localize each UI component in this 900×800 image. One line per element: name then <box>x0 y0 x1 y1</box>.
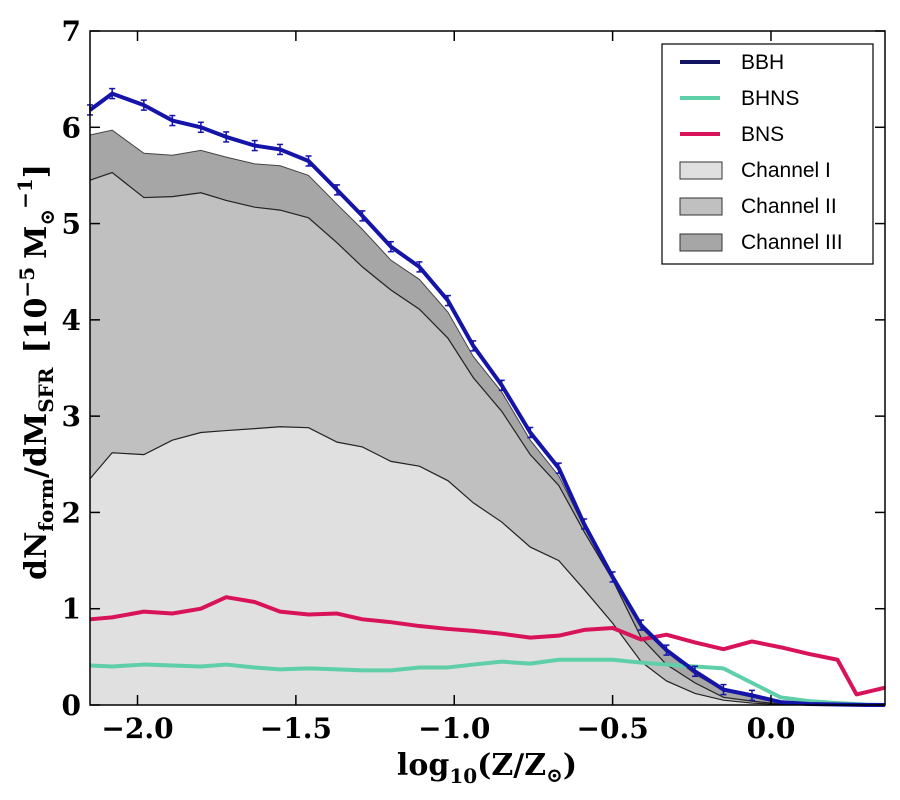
y-label-exp: −5 <box>15 267 39 298</box>
series-bns <box>89 595 886 697</box>
y-tick-label: 5 <box>62 208 81 241</box>
x-tick-label: −1.0 <box>418 712 490 745</box>
y-axis-label: dNform/dMSFR [10−5 M⊙−1] <box>13 164 59 580</box>
x-label-close: ) <box>563 748 577 783</box>
legend-swatch-channel-ii <box>679 197 723 216</box>
area-channel-i <box>90 426 885 705</box>
y-tick-label: 4 <box>62 304 81 337</box>
legend-swatch-channel-i <box>679 161 723 180</box>
y-tick-label: 0 <box>62 689 81 722</box>
y-tick-label: 1 <box>62 593 81 626</box>
y-tick-label: 7 <box>62 15 81 48</box>
x-tick-label: −1.5 <box>260 712 332 745</box>
legend-label-bhns: BHNS <box>741 87 799 110</box>
x-tick-label: −2.0 <box>101 712 173 745</box>
legend-label-bns: BNS <box>741 123 784 146</box>
legend-label-channel-i: Channel I <box>741 159 831 182</box>
x-tick-label: 0.0 <box>747 712 796 745</box>
y-label-unit: [10 <box>19 298 54 354</box>
line-bbh <box>88 91 885 707</box>
x-axis-label: log10(Z/Z⊙) <box>397 748 577 788</box>
y-label-dn: dN <box>19 532 54 580</box>
x-label-log: log <box>397 748 449 783</box>
legend-label-channel-ii: Channel II <box>741 195 837 218</box>
legend-entry-channel-i: Channel I <box>679 159 831 182</box>
line-bhns <box>89 657 886 707</box>
series-bhns <box>89 657 886 707</box>
y-tick-label: 6 <box>62 111 81 144</box>
legend-entry-bbh: BBH <box>680 51 784 74</box>
y-label-sfr: SFR <box>34 367 58 413</box>
y-label-dm: /dM <box>19 413 54 478</box>
area-boundary-channel-ii <box>89 171 885 706</box>
legend-entry-channel-iii: Channel III <box>679 231 843 254</box>
legend-label-channel-iii: Channel III <box>741 231 843 254</box>
legend-label-bbh: BBH <box>741 51 784 74</box>
series-lines <box>87 87 886 707</box>
axis-ticks: 0 1 2 3 4 5 6 7 −2.0 −1.5 −1.0 −0.5 0.0 <box>62 15 885 745</box>
x-label-sun: ⊙ <box>546 763 563 787</box>
legend-box <box>661 43 874 265</box>
x-label-sub: 10 <box>449 764 477 788</box>
y-label-sunsub: ⊙ <box>35 209 59 226</box>
series-bbh <box>87 87 886 707</box>
legend-entry-bhns: BHNS <box>680 87 799 110</box>
area-boundary-channel-i <box>89 426 885 706</box>
legend-swatch-channel-iii <box>679 233 723 252</box>
y-label-form: form <box>34 478 58 532</box>
plot-frame <box>89 30 886 706</box>
x-label-rest: (Z/Z <box>477 748 546 783</box>
line-bns <box>89 595 886 697</box>
legend-entry-bns: BNS <box>680 123 784 146</box>
stacked-areas <box>89 129 885 706</box>
legend-entry-channel-ii: Channel II <box>679 195 837 218</box>
y-tick-label: 3 <box>62 400 81 433</box>
legend: BBH BHNS BNS Channel I Channel II Channel III <box>661 43 874 265</box>
y-tick-label: 2 <box>62 496 81 529</box>
x-tick-label: −0.5 <box>577 712 649 745</box>
y-label-minus1: −1 <box>13 178 37 209</box>
y-label-close: ] <box>19 164 54 178</box>
y-label-msun: M <box>19 226 54 259</box>
